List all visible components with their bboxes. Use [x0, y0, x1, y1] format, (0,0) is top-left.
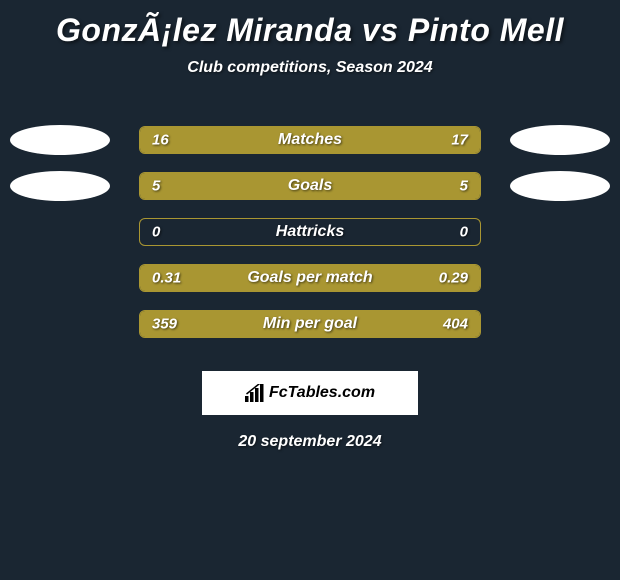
page-subtitle: Club competitions, Season 2024: [0, 59, 620, 77]
player-avatar-right: [510, 125, 610, 155]
stat-bar: 5 Goals 5: [139, 172, 481, 200]
stat-value-right: 0.29: [439, 270, 468, 287]
stat-label: Hattricks: [276, 223, 344, 241]
stat-row: 0 Hattricks 0: [0, 209, 620, 255]
stat-label: Min per goal: [263, 315, 357, 333]
stat-label: Matches: [278, 131, 342, 149]
chart-icon: [245, 384, 265, 402]
stat-bar: 359 Min per goal 404: [139, 310, 481, 338]
stat-value-right: 0: [460, 224, 468, 241]
stat-row: 16 Matches 17: [0, 117, 620, 163]
player-avatar-left: [10, 125, 110, 155]
bar-fill-left: [140, 173, 310, 199]
stats-area: 16 Matches 17 5 Goals 5 0 Hattricks 0 0.31 Goals p…: [0, 117, 620, 347]
logo-inner: FcTables.com: [245, 384, 375, 402]
stat-value-right: 5: [460, 178, 468, 195]
logo-box[interactable]: FcTables.com: [202, 371, 418, 415]
stat-bar: 0.31 Goals per match 0.29: [139, 264, 481, 292]
date-text: 20 september 2024: [0, 433, 620, 451]
stat-value-left: 359: [152, 316, 177, 333]
comparison-widget: GonzÃ¡lez Miranda vs Pinto Mell Club com…: [0, 0, 620, 451]
player-avatar-left: [10, 171, 110, 201]
logo-text: FcTables.com: [269, 384, 375, 402]
stat-value-right: 17: [451, 132, 468, 149]
stat-row: 0.31 Goals per match 0.29: [0, 255, 620, 301]
stat-value-left: 5: [152, 178, 160, 195]
stat-value-left: 0: [152, 224, 160, 241]
stat-value-left: 0.31: [152, 270, 181, 287]
stat-value-right: 404: [443, 316, 468, 333]
stat-bar: 16 Matches 17: [139, 126, 481, 154]
player-avatar-right: [510, 171, 610, 201]
stat-row: 359 Min per goal 404: [0, 301, 620, 347]
stat-label: Goals: [288, 177, 332, 195]
stat-bar: 0 Hattricks 0: [139, 218, 481, 246]
stat-label: Goals per match: [247, 269, 372, 287]
stat-row: 5 Goals 5: [0, 163, 620, 209]
page-title: GonzÃ¡lez Miranda vs Pinto Mell: [0, 8, 620, 59]
bar-fill-right: [310, 173, 480, 199]
stat-value-left: 16: [152, 132, 169, 149]
